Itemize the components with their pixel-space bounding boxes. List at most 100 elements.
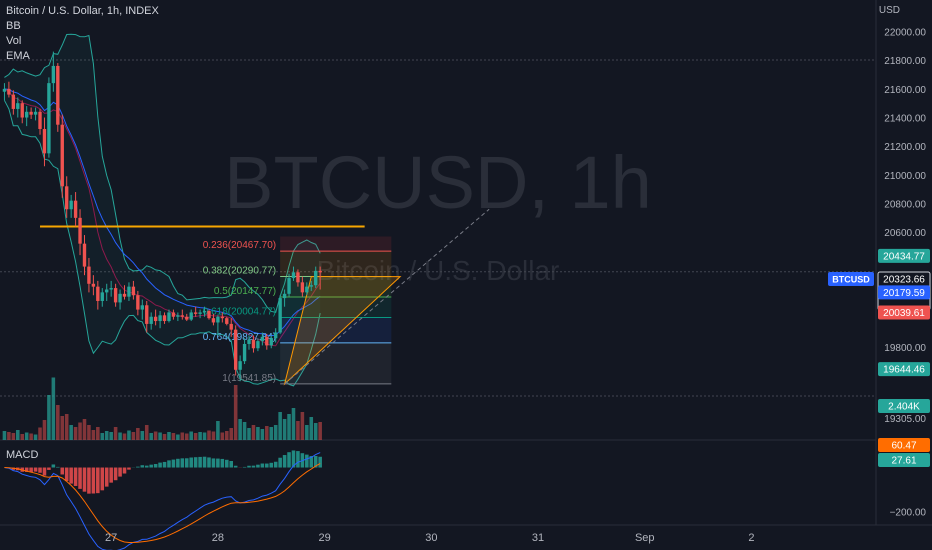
macd-legend[interactable]: MACD bbox=[6, 449, 39, 461]
symbol-tag-label: BTCUSD bbox=[832, 275, 870, 285]
candle-body bbox=[229, 323, 233, 330]
volume-bar bbox=[64, 414, 69, 440]
volume-bar bbox=[305, 425, 309, 440]
time-tick-label: 27 bbox=[105, 532, 117, 544]
volume-bar bbox=[127, 430, 131, 440]
fib-zone bbox=[280, 251, 392, 277]
candle-body bbox=[291, 272, 296, 279]
volume-bar bbox=[220, 432, 225, 440]
legend-ema[interactable]: EMA bbox=[6, 50, 30, 62]
candle-body bbox=[176, 315, 180, 317]
candle-body bbox=[309, 285, 313, 287]
macd-histogram-bar bbox=[113, 467, 118, 481]
candle-body bbox=[260, 336, 265, 342]
volume-bar bbox=[69, 425, 73, 440]
candle-body bbox=[105, 289, 109, 293]
time-tick-label: 30 bbox=[425, 532, 437, 544]
volume-bar bbox=[51, 377, 56, 440]
macd-histogram-bar bbox=[96, 467, 100, 494]
fib-level-label: 0.618(20004.77) bbox=[203, 306, 276, 317]
macd-histogram-bar bbox=[153, 464, 158, 468]
legend-bb[interactable]: BB bbox=[6, 20, 21, 32]
macd-histogram-bar bbox=[69, 467, 73, 484]
volume-bar bbox=[140, 431, 145, 440]
candle-body bbox=[318, 270, 322, 273]
macd-histogram-bar bbox=[225, 459, 229, 468]
candle-body bbox=[73, 200, 78, 218]
price-tick-label: 21800.00 bbox=[884, 56, 926, 67]
price-tag-label: 20434.77 bbox=[883, 251, 925, 262]
candle-body bbox=[300, 282, 305, 293]
volume-bar bbox=[180, 432, 185, 440]
candle-body bbox=[198, 312, 202, 314]
volume-bar bbox=[233, 385, 238, 440]
fib-zone bbox=[280, 342, 392, 384]
volume-bar bbox=[87, 425, 91, 440]
volume-bar bbox=[153, 431, 158, 440]
legend-symbol[interactable]: Bitcoin / U.S. Dollar, 1h, INDEX bbox=[6, 5, 159, 17]
volume-bar bbox=[256, 427, 260, 440]
candle-body bbox=[314, 270, 318, 286]
price-tick-label: 21400.00 bbox=[884, 114, 926, 125]
volume-bar bbox=[149, 433, 153, 440]
macd-histogram-bar bbox=[184, 458, 189, 468]
legend-vol[interactable]: Vol bbox=[6, 35, 22, 47]
macd-histogram-bar bbox=[269, 462, 274, 468]
volume-bar bbox=[251, 425, 256, 440]
fib-level-label: 0.382(20290.77) bbox=[203, 266, 276, 277]
macd-histogram-bar bbox=[73, 467, 78, 486]
volume-bar bbox=[56, 405, 60, 440]
volume-bar bbox=[176, 434, 180, 440]
volume-bar bbox=[78, 422, 82, 440]
candle-body bbox=[7, 88, 11, 95]
volume-bar bbox=[291, 408, 296, 440]
macd-histogram-bar bbox=[24, 467, 29, 472]
volume-bar bbox=[82, 419, 87, 440]
candle-body bbox=[131, 286, 136, 296]
volume-bar bbox=[113, 427, 118, 440]
macd-histogram-bar bbox=[189, 457, 193, 468]
candle-body bbox=[109, 288, 113, 290]
candle-body bbox=[158, 315, 162, 322]
macd-histogram-bar bbox=[291, 450, 296, 468]
volume-bar bbox=[38, 427, 42, 440]
volume-bar bbox=[109, 432, 113, 440]
candle-body bbox=[185, 316, 189, 320]
macd-histogram-bar bbox=[247, 465, 251, 468]
macd-histogram-bar bbox=[51, 464, 56, 468]
volume-bar bbox=[162, 434, 167, 440]
candle-body bbox=[256, 341, 260, 349]
volume-bar bbox=[167, 432, 171, 440]
macd-histogram-bar bbox=[136, 466, 140, 468]
candle-body bbox=[282, 293, 287, 299]
candle-body bbox=[238, 361, 242, 370]
candle-body bbox=[29, 111, 33, 115]
price-tick-label: 22000.00 bbox=[884, 28, 926, 39]
fib-level-label: 0.236(20467.70) bbox=[203, 240, 276, 251]
candle-body bbox=[220, 316, 225, 319]
price-tag-label: 20323.66 bbox=[883, 275, 925, 286]
candle-body bbox=[296, 272, 300, 283]
price-tag-label: 20179.59 bbox=[883, 288, 925, 299]
trend-extension bbox=[284, 208, 490, 385]
price-tick-label: 21600.00 bbox=[884, 85, 926, 96]
macd-tag-label: 60.47 bbox=[891, 441, 916, 452]
candle-body bbox=[225, 318, 229, 324]
candle-body bbox=[24, 111, 29, 118]
candle-body bbox=[127, 286, 131, 297]
candle-body bbox=[162, 315, 167, 322]
macd-signal-line bbox=[4, 462, 321, 543]
volume-bar bbox=[265, 426, 269, 440]
candle-body bbox=[274, 332, 278, 339]
candle-body bbox=[100, 292, 104, 301]
volume-bar bbox=[131, 432, 136, 440]
candle-body bbox=[38, 111, 42, 129]
candle-body bbox=[65, 186, 69, 210]
fib-zone bbox=[280, 236, 392, 252]
candle-body bbox=[122, 293, 127, 297]
volume-bar bbox=[100, 433, 105, 440]
volume-bar bbox=[202, 432, 207, 440]
volume-bar bbox=[313, 423, 318, 440]
candle-body bbox=[207, 311, 211, 319]
